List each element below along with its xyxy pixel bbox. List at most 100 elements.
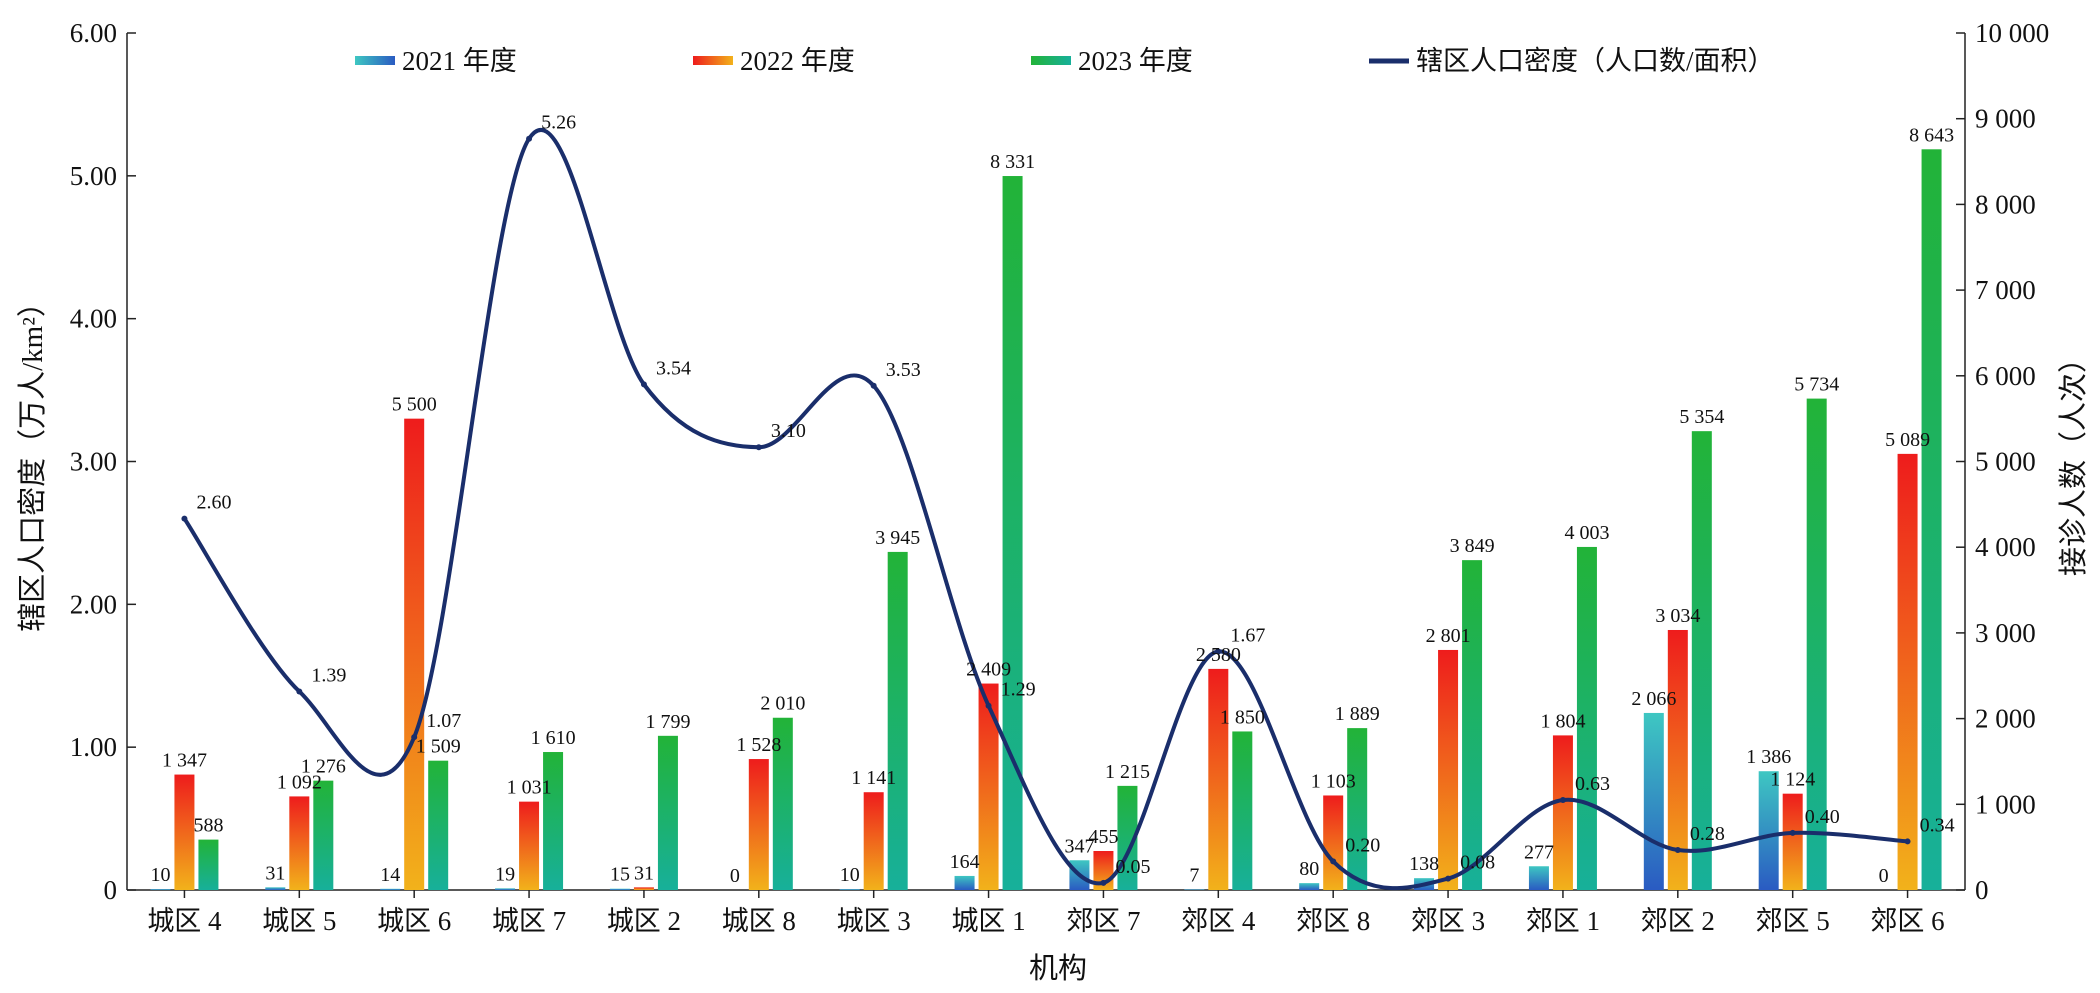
density-point xyxy=(1904,838,1911,845)
density-point xyxy=(1789,829,1796,836)
bar-value-label: 3 849 xyxy=(1450,535,1495,557)
bar-value-label: 2 010 xyxy=(760,693,805,715)
density-point xyxy=(526,135,533,142)
bar-value-label: 2 409 xyxy=(966,659,1011,681)
y-right-tick-label: 2 000 xyxy=(1975,704,2036,734)
bar-2022 xyxy=(1552,735,1573,890)
density-point xyxy=(411,734,418,741)
x-tick-label: 郊区 3 xyxy=(1411,906,1485,936)
bar-2021 xyxy=(609,888,630,890)
density-value-label: 3.10 xyxy=(771,420,806,442)
density-value-label: 3.54 xyxy=(656,357,691,379)
density-point xyxy=(1215,648,1222,655)
bar-2023 xyxy=(1921,149,1942,890)
bar-2023 xyxy=(1691,431,1712,890)
bar-2021 xyxy=(265,887,286,890)
bar-2023 xyxy=(657,735,678,890)
bar-2023 xyxy=(543,752,564,890)
x-axis-title: 机构 xyxy=(1029,952,1087,985)
bar-2021 xyxy=(1643,712,1664,890)
bar-value-label: 5 089 xyxy=(1885,429,1930,451)
y-left-tick-label: 1.00 xyxy=(70,732,117,762)
bar-2022 xyxy=(289,796,310,890)
bar-value-label: 8 331 xyxy=(990,151,1035,173)
y-right-tick-label: 0 xyxy=(1975,875,1989,905)
bar-2021 xyxy=(1758,771,1779,890)
density-value-label: 0.08 xyxy=(1460,852,1495,874)
legend-label-2023: 2023 年度 xyxy=(1078,46,1193,76)
bar-value-label: 10 xyxy=(150,864,170,886)
density-value-label: 0.05 xyxy=(1115,856,1150,878)
bar-value-label: 31 xyxy=(634,862,654,884)
bar-2023 xyxy=(1347,728,1368,890)
bar-value-label: 1 124 xyxy=(1770,769,1815,791)
x-tick-label: 城区 2 xyxy=(607,906,681,936)
bar-value-label: 5 354 xyxy=(1679,406,1724,428)
bar-2022 xyxy=(1323,795,1344,890)
bar-value-label: 5 500 xyxy=(392,394,437,416)
bar-value-label: 15 xyxy=(610,864,630,886)
bar-value-label: 1 215 xyxy=(1105,761,1150,783)
bar-2023 xyxy=(198,839,219,890)
legend-swatch-2021 xyxy=(355,56,395,65)
bar-value-label: 4 003 xyxy=(1564,522,1609,544)
bar-2022 xyxy=(863,792,884,890)
density-value-label: 1.67 xyxy=(1230,624,1265,646)
bar-2022 xyxy=(1897,453,1918,890)
legend-label-density: 辖区人口密度（人口数/面积） xyxy=(1416,46,1775,76)
bar-2021 xyxy=(380,888,401,890)
density-point xyxy=(1330,858,1337,865)
density-value-label: 1.39 xyxy=(311,664,346,686)
bar-2022 xyxy=(519,801,540,890)
density-line-group xyxy=(181,127,1911,891)
density-line xyxy=(182,127,1908,891)
bar-value-label: 1 141 xyxy=(851,767,896,789)
density-value-label: 3.53 xyxy=(886,359,921,381)
bar-2022 xyxy=(404,418,425,890)
y-right-tick-label: 6 000 xyxy=(1975,361,2036,391)
bar-value-label: 5 734 xyxy=(1794,374,1839,396)
bar-2023 xyxy=(1806,398,1827,890)
bar-value-label: 588 xyxy=(193,815,223,837)
bar-value-label: 2 066 xyxy=(1631,688,1676,710)
bar-value-label: 0 xyxy=(730,865,740,887)
bar-2022 xyxy=(633,887,654,890)
y-right-tick-label: 4 000 xyxy=(1975,532,2036,562)
density-point xyxy=(755,444,762,451)
y-right-tick-label: 9 000 xyxy=(1975,104,2036,134)
y-right-tick-label: 3 000 xyxy=(1975,618,2036,648)
bar-value-label: 1 610 xyxy=(531,727,576,749)
bar-value-label: 1 092 xyxy=(277,771,322,793)
bar-2022 xyxy=(1782,793,1803,890)
density-value-label: 0.40 xyxy=(1805,806,1840,828)
bar-value-label: 0 xyxy=(1879,865,1889,887)
bar-2023 xyxy=(1232,731,1253,890)
y-axis-left-title: 辖区人口密度（万人/km²） xyxy=(16,288,49,632)
bar-value-label: 1 347 xyxy=(162,750,207,772)
x-tick-label: 郊区 5 xyxy=(1756,906,1830,936)
bar-2022 xyxy=(1208,668,1229,890)
density-point xyxy=(1445,875,1452,882)
density-point xyxy=(1674,847,1681,854)
density-value-label: 0.63 xyxy=(1575,773,1610,795)
bar-2021 xyxy=(495,888,516,890)
density-point xyxy=(296,688,303,695)
bar-2023 xyxy=(313,780,334,890)
bar-2022 xyxy=(978,683,999,890)
bar-value-label: 3 945 xyxy=(875,527,920,549)
legend-label-2022: 2022 年度 xyxy=(740,46,855,76)
x-tick-label: 郊区 2 xyxy=(1641,906,1715,936)
y-left-tick-label: 2.00 xyxy=(70,589,117,619)
bar-value-label: 164 xyxy=(950,851,980,873)
density-value-label: 1.29 xyxy=(1001,679,1036,701)
bar-2022 xyxy=(1438,649,1459,890)
bar-value-label: 1 850 xyxy=(1220,706,1265,728)
density-point xyxy=(870,382,877,389)
x-tick-label: 城区 5 xyxy=(262,906,336,936)
density-value-label: 0.20 xyxy=(1345,834,1380,856)
bar-value-label: 1 276 xyxy=(301,756,346,778)
density-point xyxy=(181,515,188,522)
x-tick-label: 郊区 8 xyxy=(1296,906,1370,936)
legend-swatch-2022 xyxy=(693,56,733,65)
density-value-label: 0.34 xyxy=(1920,814,1955,836)
